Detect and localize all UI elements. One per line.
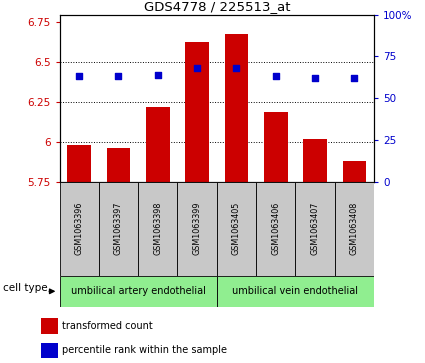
Text: GSM1063397: GSM1063397 <box>114 202 123 256</box>
Bar <box>295 182 335 276</box>
Point <box>351 75 358 81</box>
Text: transformed count: transformed count <box>62 321 153 331</box>
Point <box>194 65 201 71</box>
Bar <box>178 182 217 276</box>
Bar <box>99 182 138 276</box>
Point <box>312 75 318 81</box>
Bar <box>335 182 374 276</box>
Text: umbilical vein endothelial: umbilical vein endothelial <box>232 286 358 296</box>
Bar <box>256 182 295 276</box>
Text: cell type: cell type <box>3 283 48 293</box>
Text: GSM1063399: GSM1063399 <box>193 202 201 256</box>
Point <box>272 73 279 79</box>
Bar <box>185 41 209 182</box>
Bar <box>146 107 170 182</box>
Point <box>76 73 82 79</box>
Bar <box>343 161 366 182</box>
Bar <box>303 139 327 182</box>
Text: GSM1063396: GSM1063396 <box>75 202 84 256</box>
Bar <box>217 276 374 307</box>
Bar <box>107 148 130 182</box>
Text: GSM1063407: GSM1063407 <box>311 202 320 256</box>
Bar <box>42 318 58 334</box>
Point <box>233 65 240 71</box>
Text: umbilical artery endothelial: umbilical artery endothelial <box>71 286 206 296</box>
Text: percentile rank within the sample: percentile rank within the sample <box>62 345 227 355</box>
Text: GSM1063406: GSM1063406 <box>271 202 280 255</box>
Title: GDS4778 / 225513_at: GDS4778 / 225513_at <box>144 0 290 13</box>
Bar <box>224 34 248 182</box>
Bar <box>264 111 287 182</box>
Bar <box>60 182 99 276</box>
Bar <box>60 276 217 307</box>
Bar <box>138 182 178 276</box>
Text: GSM1063398: GSM1063398 <box>153 202 162 256</box>
Text: GSM1063408: GSM1063408 <box>350 202 359 255</box>
Bar <box>217 182 256 276</box>
Point <box>154 72 161 78</box>
Bar <box>67 145 91 182</box>
Text: GSM1063405: GSM1063405 <box>232 202 241 256</box>
Bar <box>42 343 58 358</box>
Point <box>115 73 122 79</box>
